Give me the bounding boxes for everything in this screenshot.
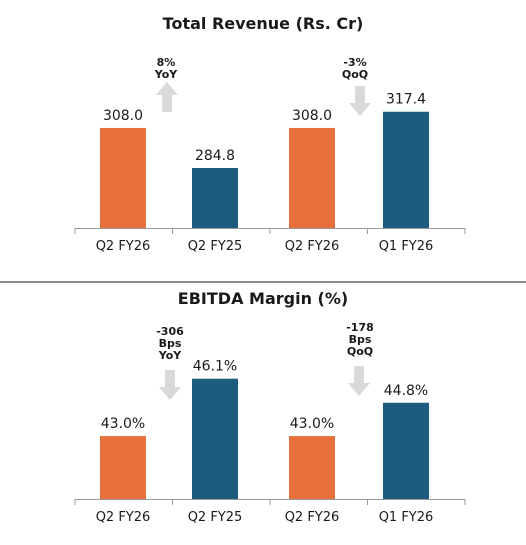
annotation-line: QoQ [346,345,374,358]
bar [289,436,335,499]
data-label: 308.0 [103,108,143,124]
data-label: 43.0% [290,416,334,432]
revenue-qoq-annotation: -3% QoQ [335,57,375,81]
category-label: Q1 FY26 [379,239,434,254]
category-label: Q2 FY25 [188,510,243,525]
arrow-down-icon [348,366,370,396]
arrow-down-icon [159,370,181,400]
category-label: Q2 FY26 [285,239,340,254]
annotation-line: Bps [348,333,372,346]
arrow-up-icon [156,82,178,112]
category-label: Q2 FY26 [96,510,151,525]
annotation-line: QoQ [341,68,369,81]
bar [192,167,238,228]
annotation-line: YoY [154,68,178,81]
bar [100,127,146,228]
data-label: 43.0% [101,416,145,432]
bar [383,402,429,499]
annotation-line: 8% [156,56,176,69]
arrow-down-icon [349,86,371,116]
annotation-line: Bps [158,337,182,350]
revenue-yoy-annotation: 8% YoY [146,57,186,81]
data-label: 44.8% [384,383,428,399]
revenue-chart-title: Total Revenue (Rs. Cr) [162,14,364,33]
ebitda-yoy-annotation: -306 Bps YoY [148,326,192,362]
section-divider [0,281,526,283]
category-label: Q2 FY26 [96,239,151,254]
annotation-line: YoY [158,349,182,362]
bar [383,111,429,228]
data-label: 308.0 [292,108,332,124]
bar [192,378,238,499]
annotation-line: -178 [346,321,374,334]
ebitda-chart-title: EBITDA Margin (%) [177,289,349,308]
annotation-line: -3% [343,56,367,69]
data-label: 284.8 [195,148,235,164]
ebitda-qoq-annotation: -178 Bps QoQ [338,322,382,358]
bar [289,127,335,228]
category-label: Q1 FY26 [379,510,434,525]
category-label: Q2 FY25 [188,239,243,254]
category-label: Q2 FY26 [285,510,340,525]
data-label: 46.1% [193,359,237,375]
data-label: 317.4 [386,92,426,108]
annotation-line: -306 [156,325,184,338]
bar [100,436,146,499]
